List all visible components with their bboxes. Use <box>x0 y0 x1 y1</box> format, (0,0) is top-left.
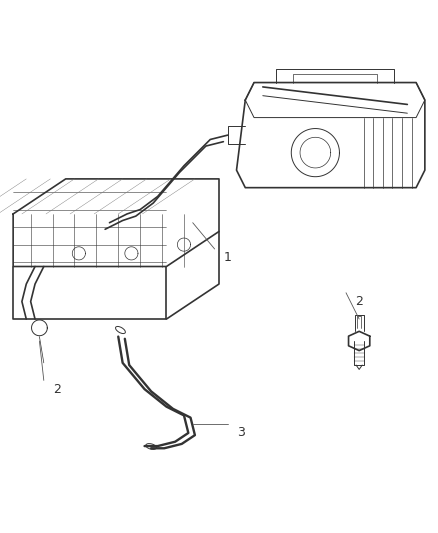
Text: 2: 2 <box>355 295 363 308</box>
Text: 3: 3 <box>237 426 245 439</box>
Text: 2: 2 <box>53 383 61 395</box>
Text: 1: 1 <box>224 251 232 264</box>
